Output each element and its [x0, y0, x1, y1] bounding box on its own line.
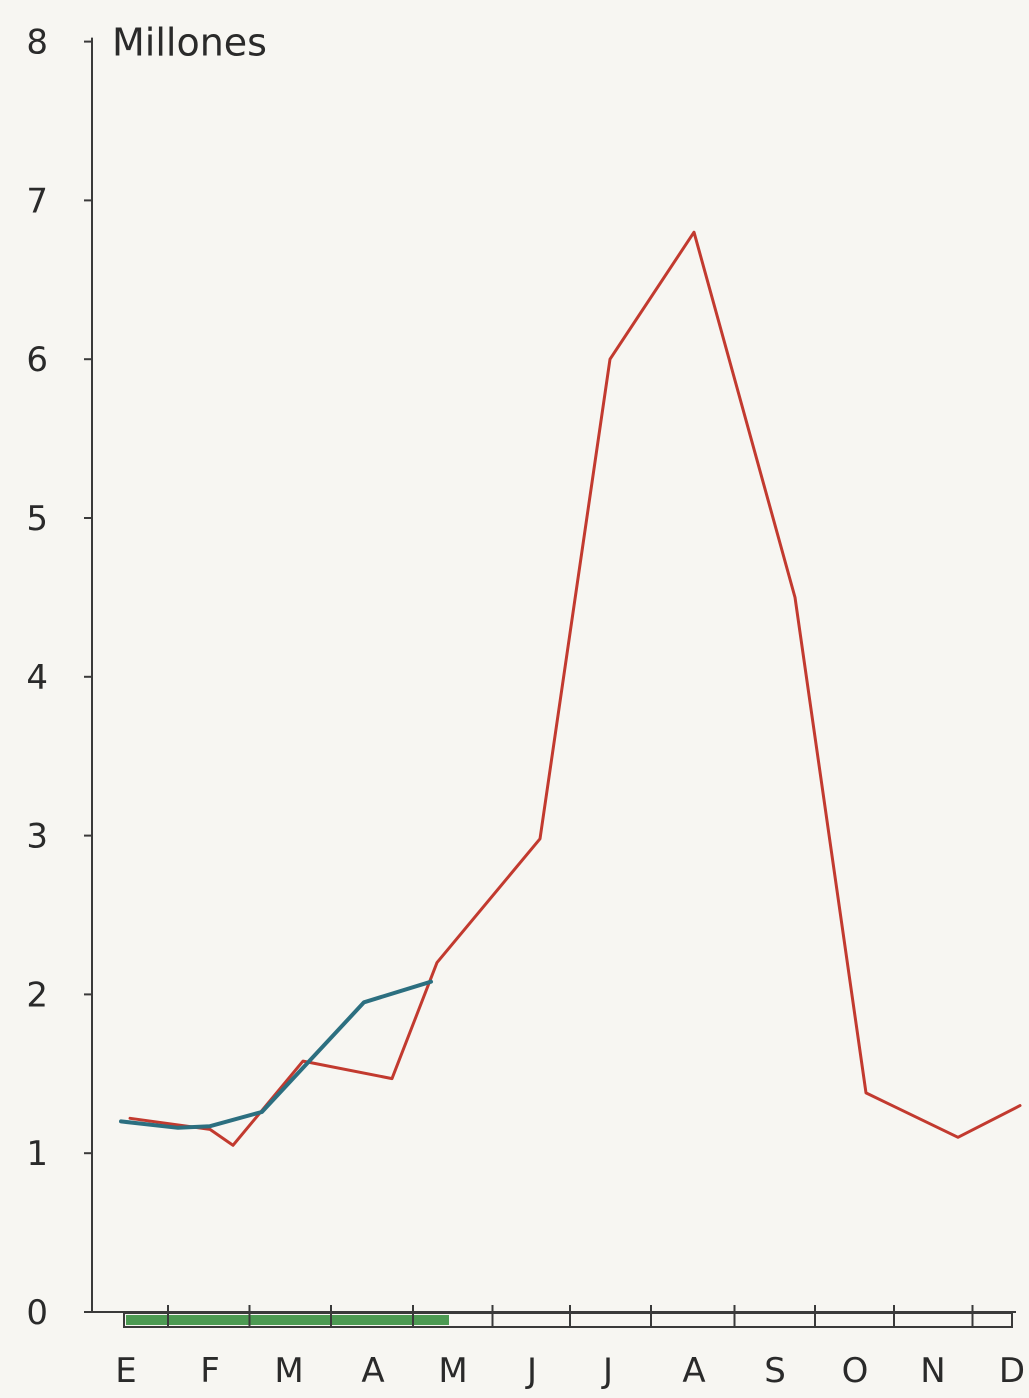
y-tick-label: 3 [26, 817, 48, 857]
axes-layer [84, 37, 1016, 1328]
y-tick-label: 7 [26, 181, 48, 221]
y-tick-label: 0 [26, 1293, 48, 1333]
x-tick-label: N [920, 1351, 945, 1391]
y-tick-label: 8 [26, 23, 48, 63]
series-layer [119, 230, 1022, 1147]
x-tick-label: F [200, 1351, 220, 1391]
x-tick-label: J [525, 1351, 537, 1391]
y-tick-label: 4 [26, 658, 48, 698]
y-tick-label: 5 [26, 499, 48, 539]
x-tick-label: S [764, 1351, 786, 1391]
x-tick-label: A [682, 1351, 705, 1391]
unit-label: Millones [112, 21, 267, 65]
x-tick-label: A [361, 1351, 384, 1391]
labels-layer: 0 1 2 3 4 5 6 7 8 Millones E F M A M J J A S O N D [26, 21, 1025, 1391]
x-tick-label: D [999, 1351, 1025, 1391]
highlight-period [126, 1315, 449, 1325]
x-tick-label: M [274, 1351, 303, 1391]
x-tick-label: M [438, 1351, 467, 1391]
month-strip [123, 1312, 1013, 1328]
y-tick-label: 1 [26, 1134, 48, 1174]
y-tick-label: 2 [26, 975, 48, 1015]
x-tick-label: J [601, 1351, 613, 1391]
series-line-2 [119, 979, 433, 1130]
series-line-1 [128, 230, 1022, 1147]
y-tick-label: 6 [26, 340, 48, 380]
x-tick-label: E [115, 1351, 136, 1391]
x-tick-label: O [842, 1351, 869, 1391]
